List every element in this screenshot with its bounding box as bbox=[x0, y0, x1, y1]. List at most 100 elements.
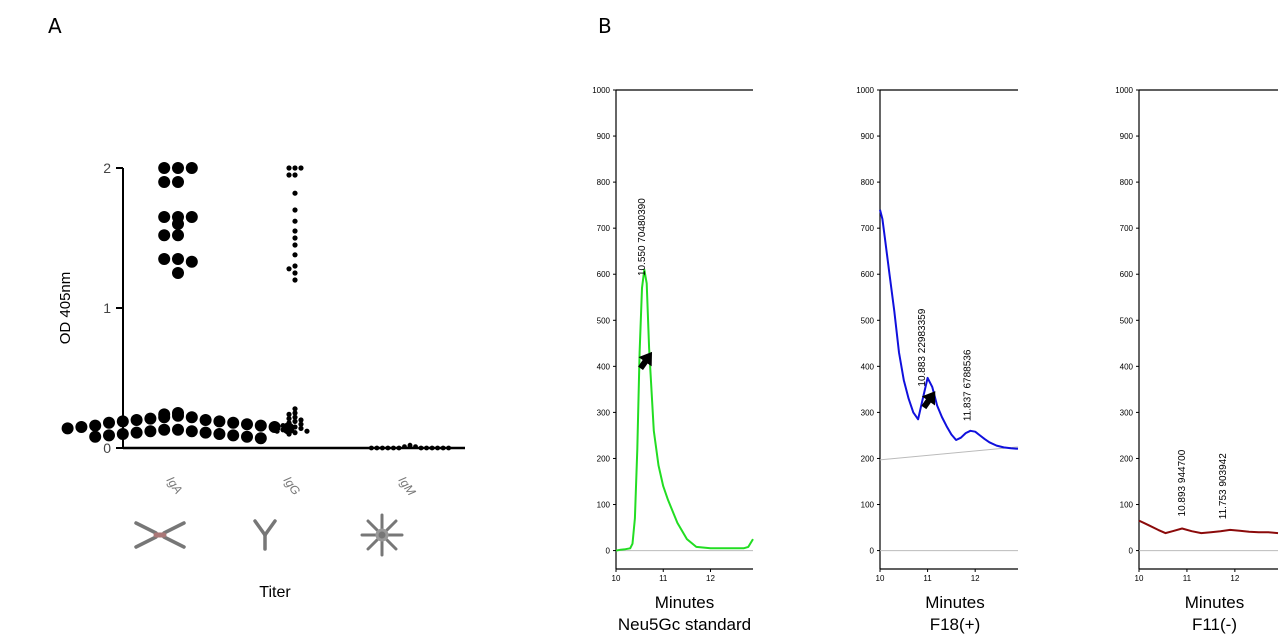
data-point-igg bbox=[280, 427, 286, 433]
data-point-iga bbox=[185, 211, 198, 223]
y-tick-label: 700 bbox=[1120, 224, 1134, 233]
data-point-iga bbox=[199, 414, 212, 426]
chromatogram-title: Neu5Gc standard bbox=[618, 615, 751, 634]
data-point-igg bbox=[286, 424, 292, 430]
data-point-iga bbox=[185, 425, 198, 438]
data-point-igg bbox=[304, 428, 310, 434]
igg-antibody-icon bbox=[253, 519, 277, 551]
x-tick-label: 11 bbox=[923, 574, 932, 583]
y-tick-label-a: 1 bbox=[103, 300, 111, 316]
y-tick-label: 100 bbox=[861, 501, 875, 510]
y-tick-label: 600 bbox=[861, 270, 875, 279]
data-point-iga bbox=[89, 419, 102, 432]
data-point-igm bbox=[413, 444, 418, 449]
data-point-igm bbox=[435, 445, 440, 451]
data-point-igg bbox=[292, 410, 298, 416]
data-point-igm bbox=[418, 445, 424, 451]
data-point-igg bbox=[286, 411, 292, 417]
data-point-igg bbox=[286, 416, 292, 422]
y-tick-label: 700 bbox=[597, 224, 611, 233]
x-tick-label: 12 bbox=[706, 574, 715, 583]
y-axis-label-a: OD 405nm bbox=[57, 272, 74, 345]
data-point-igg bbox=[292, 242, 298, 248]
data-point-iga bbox=[130, 426, 143, 439]
data-point-igg bbox=[292, 252, 298, 258]
data-point-iga bbox=[103, 429, 115, 442]
x-tick-label: 12 bbox=[1230, 574, 1239, 583]
data-point-iga bbox=[213, 428, 226, 440]
data-point-igm bbox=[385, 445, 391, 451]
dot-plot-panel-a: OD 405nm Titer 0 1 2 IgA IgG IgM bbox=[57, 160, 465, 601]
x-tick-label: 10 bbox=[1135, 574, 1144, 583]
y-tick-label: 800 bbox=[1120, 178, 1134, 187]
data-point-iga bbox=[227, 416, 240, 429]
y-tick-label: 200 bbox=[861, 454, 875, 463]
data-point-igm bbox=[407, 444, 413, 449]
data-point-iga bbox=[241, 418, 253, 431]
category-label-a: IgA bbox=[164, 474, 186, 497]
data-point-igg bbox=[292, 270, 298, 276]
data-point-igg bbox=[292, 277, 298, 283]
data-point-igm bbox=[368, 445, 374, 451]
category-label-a: IgM bbox=[396, 474, 419, 498]
y-tick-label: 400 bbox=[1120, 362, 1134, 371]
data-point-iga bbox=[144, 412, 157, 425]
chromatogram-1: 0 100 200 300 400 500 600 700 800 900 1000 10 11 12 10… bbox=[592, 86, 754, 634]
y-tick-label: 500 bbox=[861, 316, 875, 325]
y-tick-label: 0 bbox=[606, 547, 611, 556]
data-point-iga bbox=[213, 415, 226, 428]
y-tick-label: 600 bbox=[597, 270, 611, 279]
data-point-iga bbox=[103, 416, 115, 429]
data-point-iga bbox=[144, 425, 157, 438]
y-tick-label: 0 bbox=[1129, 547, 1134, 556]
data-point-igm bbox=[374, 445, 380, 451]
data-point-iga bbox=[158, 411, 171, 424]
y-tick-label: 300 bbox=[1120, 408, 1134, 417]
data-point-igm bbox=[446, 445, 452, 451]
data-point-iga bbox=[172, 423, 184, 436]
y-tick-label: 200 bbox=[1120, 454, 1134, 463]
y-tick-label: 700 bbox=[861, 224, 875, 233]
peak-label: 11.753 903942 bbox=[1218, 453, 1229, 519]
data-point-igg bbox=[292, 414, 298, 420]
data-point-iga bbox=[185, 162, 198, 174]
y-tick-label: 300 bbox=[861, 408, 875, 417]
data-point-igg bbox=[292, 424, 298, 430]
data-point-iga bbox=[116, 415, 129, 428]
y-tick-label: 100 bbox=[1120, 501, 1134, 510]
data-point-igg bbox=[286, 172, 292, 178]
data-point-iga bbox=[158, 253, 171, 265]
data-point-iga bbox=[227, 429, 240, 442]
data-point-iga bbox=[130, 414, 143, 426]
y-tick-label: 400 bbox=[861, 362, 875, 371]
chromatogram-trace bbox=[615, 268, 754, 552]
y-tick-label: 400 bbox=[597, 362, 611, 371]
y-tick-label: 200 bbox=[597, 454, 611, 463]
chromatogram-trace bbox=[1138, 519, 1279, 535]
data-point-iga bbox=[89, 430, 102, 443]
igm-antibody-icon bbox=[360, 513, 404, 557]
data-point-iga bbox=[172, 176, 184, 188]
data-point-igg bbox=[286, 165, 292, 171]
panel-label-b: B bbox=[598, 14, 612, 38]
y-tick-label: 900 bbox=[861, 132, 875, 141]
x-tick-label: 12 bbox=[971, 574, 980, 583]
peak-arrow-icon bbox=[638, 351, 653, 371]
y-tick-label: 900 bbox=[1120, 132, 1134, 141]
y-tick-label: 300 bbox=[597, 408, 611, 417]
y-tick-label: 800 bbox=[597, 178, 611, 187]
x-axis-label: Minutes bbox=[655, 593, 715, 612]
y-tick-label-a: 2 bbox=[103, 160, 111, 176]
data-point-igg bbox=[280, 423, 286, 429]
data-point-iga bbox=[185, 255, 198, 268]
y-tick-label: 900 bbox=[597, 132, 611, 141]
data-point-iga bbox=[254, 419, 267, 432]
data-point-iga bbox=[158, 176, 171, 188]
data-point-iga bbox=[254, 432, 267, 445]
data-point-igm bbox=[402, 444, 407, 449]
data-point-igm bbox=[424, 445, 429, 451]
data-point-igg bbox=[274, 428, 280, 434]
data-point-igg bbox=[292, 190, 298, 196]
data-point-igg bbox=[292, 430, 298, 436]
